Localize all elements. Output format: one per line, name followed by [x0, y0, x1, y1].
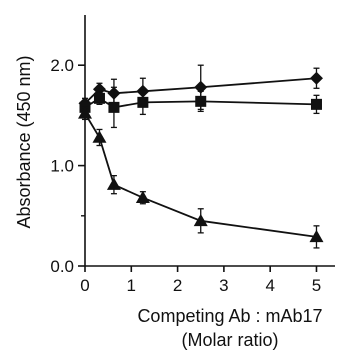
y-axis: 0.0 1.0 2.0 — [50, 15, 86, 276]
x-tick-label: 2 — [173, 276, 182, 295]
data-point-triangle — [78, 106, 92, 119]
x-tick-label: 4 — [265, 276, 274, 295]
data-point-square — [108, 101, 120, 113]
data-point-triangle — [106, 177, 121, 190]
x-axis-label-line2: (Molar ratio) — [181, 330, 278, 350]
data-point-triangle — [92, 130, 107, 143]
data-point-triangle — [309, 229, 324, 243]
data-point-square — [137, 96, 149, 108]
data-point-square — [310, 98, 322, 110]
y-axis-label: Absorbance (450 nm) — [14, 55, 34, 228]
y-tick-label: 1.0 — [50, 157, 74, 176]
series-triangle — [78, 106, 324, 249]
data-point-diamond — [194, 80, 208, 94]
data-point-diamond — [92, 82, 106, 96]
x-tick-label: 0 — [80, 276, 89, 295]
x-axis-label-line1: Competing Ab : mAb17 — [137, 306, 322, 326]
x-tick-label: 5 — [312, 276, 321, 295]
data-point-diamond — [309, 71, 323, 85]
series-line — [84, 112, 317, 238]
y-tick-label: 0.0 — [50, 257, 74, 276]
data-point-triangle — [193, 213, 208, 227]
data-point-square — [93, 92, 105, 104]
x-tick-label: 1 — [127, 276, 136, 295]
data-point-triangle — [135, 190, 150, 203]
x-axis: 0 1 2 3 4 5 — [80, 265, 335, 295]
x-tick-label: 3 — [219, 276, 228, 295]
y-tick-label: 2.0 — [50, 56, 74, 75]
series-layer — [78, 64, 324, 249]
data-point-square — [195, 95, 207, 107]
